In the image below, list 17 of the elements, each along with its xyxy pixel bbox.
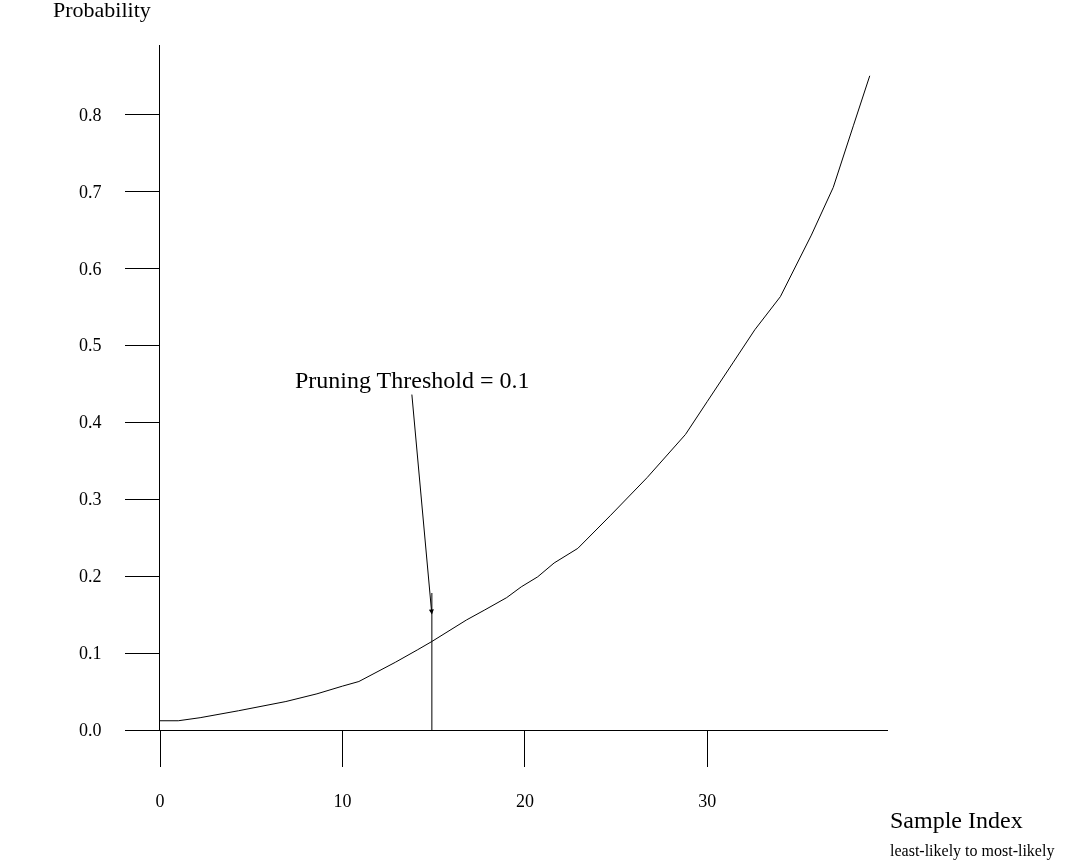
- y-tick-label: 0.1: [78, 643, 102, 664]
- y-tick-label: 0.5: [78, 335, 102, 356]
- y-tick-label: 0.4: [78, 412, 102, 433]
- y-axis-title: Probability: [53, 0, 151, 22]
- x-tick-label: 20: [515, 790, 534, 811]
- y-tick-label: 0.6: [78, 258, 102, 279]
- annotation: Pruning Threshold = 0.1: [295, 367, 530, 393]
- y-tick-label: 0.8: [78, 104, 102, 125]
- y-tick-label: 0.3: [78, 489, 102, 510]
- y-tick-label: 0.2: [78, 566, 102, 587]
- x-axis-title: Sample Index: [890, 807, 1023, 833]
- text: 0.0: [78, 720, 102, 741]
- x-tick-label: 30: [698, 790, 717, 811]
- y-tick-label: 0.7: [78, 181, 102, 202]
- x-tick-label: 0: [155, 790, 165, 811]
- x-tick-label: 10: [333, 790, 352, 811]
- text: least-likely to most-likely: [890, 842, 1055, 860]
